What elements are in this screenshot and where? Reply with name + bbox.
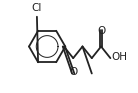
Text: Cl: Cl bbox=[31, 3, 42, 13]
Text: O: O bbox=[97, 26, 105, 36]
Text: OH: OH bbox=[111, 52, 127, 62]
Text: O: O bbox=[69, 67, 77, 77]
